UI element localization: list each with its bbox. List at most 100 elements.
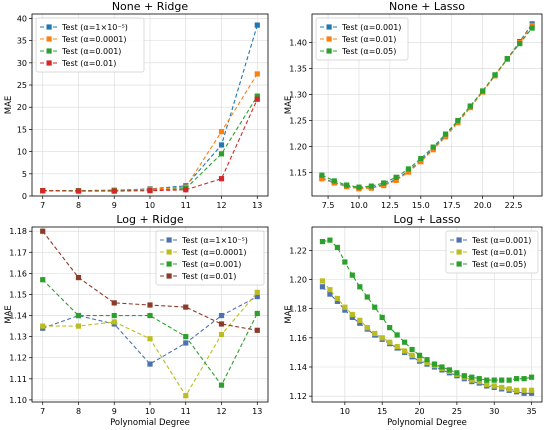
data-point	[349, 311, 355, 318]
legend: Test (α=0.001) Test (α=0.01) Test (α=0.05)	[315, 17, 409, 61]
data-point	[521, 376, 527, 382]
y-tick-label: 1.20	[289, 143, 307, 152]
data-point	[409, 352, 415, 358]
y-tick-label: 1.11	[9, 375, 27, 384]
data-point	[379, 335, 385, 341]
data-point	[416, 352, 423, 358]
legend-label: Test (α=0.001)	[181, 260, 241, 269]
x-tick-label: 11	[181, 407, 191, 416]
data-point	[218, 129, 225, 135]
data-point	[357, 284, 363, 290]
x-tick-label: 10	[145, 201, 155, 210]
y-tick-label: 15	[17, 125, 27, 134]
data-point	[454, 370, 460, 376]
data-point	[319, 176, 325, 182]
y-tick-label: 1.15	[289, 169, 307, 178]
legend-label: Test (α=0.0001)	[181, 248, 247, 257]
chart-title: Log + Ridge	[116, 213, 184, 226]
legend: Test (α=1×10⁻⁵) Test (α=0.0001) Test (α=0.…	[155, 230, 265, 286]
data-point	[506, 377, 512, 383]
y-tick-label: 1.18	[289, 305, 307, 314]
data-point	[218, 382, 225, 388]
data-point	[455, 118, 461, 124]
legend-label: Test (α=0.0001)	[61, 35, 127, 44]
x-tick-label: 10.0	[350, 201, 368, 210]
data-point	[372, 330, 378, 337]
y-tick-label: 20	[17, 103, 27, 112]
data-point	[467, 103, 473, 109]
data-point	[349, 314, 355, 321]
data-point	[254, 93, 260, 99]
y-tick-label: 35	[17, 37, 27, 46]
legend-label: Test (α=1×10⁻⁵)	[61, 23, 128, 32]
data-point	[469, 377, 475, 383]
legend-label: Test (α=0.05)	[471, 260, 526, 269]
data-point	[394, 332, 400, 338]
data-point	[183, 393, 189, 399]
data-point	[393, 177, 399, 183]
data-point	[218, 142, 225, 148]
data-point	[218, 176, 225, 182]
x-tick-label: 8	[76, 201, 81, 210]
data-point	[254, 22, 260, 28]
y-tick-label: 30	[17, 59, 27, 68]
data-point	[409, 346, 415, 353]
y-tick-label: 1.15	[9, 290, 27, 299]
legend: Test (α=0.001) Test (α=0.01) Test (α=0.05)	[445, 230, 539, 274]
series-4	[40, 228, 260, 333]
legend-label: Test (α=0.01)	[181, 272, 236, 281]
data-point	[480, 88, 486, 94]
series-3	[40, 277, 260, 388]
data-point	[327, 291, 333, 297]
data-point	[327, 287, 333, 293]
data-point	[364, 294, 370, 300]
y-tick-label: 1.16	[289, 334, 307, 343]
y-axis-label: MAE	[4, 305, 14, 324]
data-point	[491, 383, 497, 389]
data-point	[504, 56, 510, 62]
data-point	[342, 304, 348, 310]
x-tick-label: 12.5	[381, 201, 399, 210]
data-point	[254, 71, 260, 77]
x-tick-label: 15.0	[412, 201, 430, 210]
data-point	[393, 174, 399, 180]
data-point	[334, 244, 340, 251]
data-point	[401, 348, 408, 354]
legend-swatch-marker	[166, 237, 172, 243]
data-point	[431, 361, 438, 367]
legend: Test (α=1×10⁻⁵) Test (α=0.0001) Test (α=0.…	[35, 17, 145, 73]
data-point	[514, 387, 520, 393]
data-point	[357, 317, 363, 323]
data-point	[439, 364, 445, 370]
data-point	[442, 131, 449, 137]
data-point	[334, 298, 340, 304]
data-point	[147, 361, 153, 367]
x-tick-label: 13	[252, 201, 262, 210]
data-point	[416, 357, 423, 363]
data-point	[342, 307, 348, 313]
data-point	[381, 180, 387, 186]
legend-swatch-marker	[46, 36, 52, 42]
data-point	[254, 293, 260, 300]
x-tick-label: 7	[40, 407, 45, 416]
data-point	[418, 159, 424, 165]
chart-title: Log + Lasso	[394, 213, 461, 226]
series-line	[321, 27, 533, 188]
legend-swatch-marker	[166, 261, 172, 267]
y-tick-label: 1.30	[289, 91, 307, 100]
legend-box	[35, 17, 145, 73]
data-point	[499, 384, 505, 391]
y-tick-label: 25	[17, 81, 27, 90]
series-line	[322, 280, 532, 391]
data-point	[111, 188, 117, 194]
legend-box	[315, 17, 409, 61]
data-point	[424, 357, 430, 363]
legend-swatch-marker	[46, 60, 52, 66]
series-3	[319, 25, 535, 190]
y-tick-label: 0	[22, 192, 27, 201]
data-point	[111, 319, 117, 325]
y-tick-label: 1.14	[289, 363, 307, 372]
y-axis-label: MAE	[284, 96, 294, 115]
data-point	[183, 304, 189, 310]
legend-label: Test (α=1×10⁻⁵)	[181, 236, 248, 245]
